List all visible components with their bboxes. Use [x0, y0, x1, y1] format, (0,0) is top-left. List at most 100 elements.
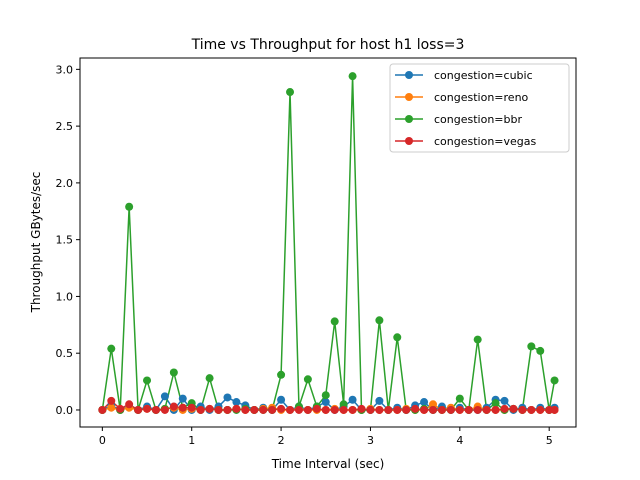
data-point — [375, 396, 384, 405]
y-tick-label: 1.5 — [56, 234, 74, 247]
y-tick-label: 2.5 — [56, 120, 74, 133]
data-point — [160, 405, 169, 414]
data-point — [500, 404, 509, 413]
data-point — [250, 405, 259, 414]
data-point — [527, 405, 536, 414]
data-point — [241, 405, 250, 414]
data-point — [429, 405, 438, 414]
y-tick-label: 0.0 — [56, 404, 74, 417]
x-axis-label: Time Interval (sec) — [271, 457, 385, 471]
data-point — [500, 396, 509, 405]
data-point — [116, 404, 125, 413]
data-point — [312, 404, 321, 413]
x-tick-label: 3 — [367, 434, 374, 447]
data-point — [550, 376, 559, 385]
data-point — [348, 395, 357, 404]
axes-frame — [79, 57, 577, 428]
series-line-2 — [101, 75, 556, 411]
data-point — [214, 405, 223, 414]
data-point — [411, 404, 420, 413]
data-point — [420, 405, 429, 414]
data-point — [393, 333, 402, 342]
data-point — [348, 72, 357, 81]
data-point — [107, 403, 116, 412]
data-point — [527, 342, 536, 351]
data-point — [134, 405, 143, 414]
data-point — [232, 404, 241, 413]
data-point — [366, 405, 375, 414]
data-point — [259, 405, 268, 414]
data-point — [143, 404, 152, 413]
data-point — [455, 394, 464, 403]
data-point — [550, 405, 559, 414]
data-point — [536, 346, 545, 355]
x-tick-label: 0 — [99, 434, 106, 447]
data-point — [339, 400, 348, 409]
data-point — [330, 405, 339, 414]
data-point — [473, 335, 482, 344]
data-point — [205, 374, 214, 383]
data-point — [277, 395, 286, 404]
data-point — [536, 405, 545, 414]
data-point — [509, 404, 518, 413]
data-point — [286, 88, 295, 97]
legend-box — [389, 63, 570, 153]
plot-lines — [101, 75, 556, 411]
legend-marker — [405, 71, 413, 79]
data-point — [232, 398, 241, 407]
data-point — [429, 400, 438, 409]
legend-marker — [405, 93, 413, 101]
data-point — [321, 405, 330, 414]
data-point — [375, 316, 384, 325]
x-tick-label: 2 — [278, 434, 285, 447]
data-point — [98, 405, 107, 414]
data-point — [196, 405, 205, 414]
x-tick-label: 1 — [188, 434, 195, 447]
data-point — [107, 396, 116, 405]
y-axis-label: Throughput GBytes/sec — [29, 172, 43, 314]
data-point — [223, 393, 232, 402]
legend-marker — [405, 115, 413, 123]
plot-markers — [98, 72, 559, 414]
data-point — [294, 405, 303, 414]
data-point — [178, 394, 187, 403]
x-axis-ticks: 0 1 2 3 4 5 — [99, 427, 553, 447]
data-point — [125, 202, 134, 211]
data-point — [473, 405, 482, 414]
data-point — [375, 405, 384, 414]
data-point — [169, 368, 178, 377]
data-point — [321, 391, 330, 400]
data-point — [205, 404, 214, 413]
data-point — [464, 405, 473, 414]
data-point — [151, 405, 160, 414]
data-point — [384, 405, 393, 414]
y-tick-label: 0.5 — [56, 347, 74, 360]
data-point — [420, 398, 429, 407]
y-tick-label: 2.0 — [56, 177, 74, 190]
data-point — [277, 404, 286, 413]
x-tick-label: 5 — [546, 434, 553, 447]
data-point — [277, 370, 286, 379]
legend-label: congestion=vegas — [434, 135, 537, 148]
data-point — [286, 405, 295, 414]
legend-marker — [405, 137, 413, 145]
data-point — [303, 375, 312, 384]
data-point — [348, 405, 357, 414]
data-point — [187, 403, 196, 412]
data-point — [178, 403, 187, 412]
data-point — [357, 404, 366, 413]
data-point — [107, 344, 116, 353]
legend-label: congestion=reno — [434, 91, 529, 104]
data-point — [321, 398, 330, 407]
data-point — [143, 376, 152, 385]
data-point — [268, 405, 277, 414]
data-point — [303, 405, 312, 414]
data-point — [491, 399, 500, 408]
data-point — [339, 405, 348, 414]
data-point — [402, 405, 411, 414]
data-point — [169, 402, 178, 411]
data-point — [437, 405, 446, 414]
chart-title: Time vs Throughput for host h1 loss=3 — [191, 37, 465, 53]
data-point — [223, 405, 232, 414]
